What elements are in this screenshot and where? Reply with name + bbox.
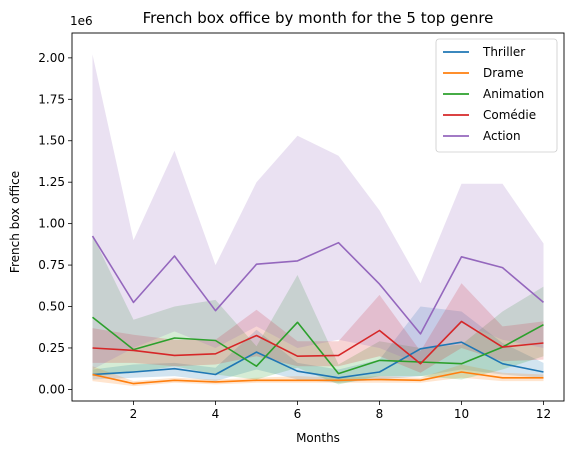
confidence-bands (92, 54, 544, 387)
y-tick-label: 1.25 (38, 175, 65, 189)
y-axis-offset-label: 1e6 (70, 14, 93, 28)
y-axis-ticks: 0.00 0.25 0.50 0.75 1.00 1.25 1.50 1.75 2.00 (38, 51, 72, 396)
series-line-comedie (92, 320, 544, 365)
series-line-animation (92, 316, 544, 375)
y-axis-label: French box office (8, 171, 22, 273)
x-tick-label: 12 (536, 407, 551, 421)
legend-box (435, 38, 558, 153)
legend-label-animation: Animation (483, 87, 544, 101)
plot-frame (71, 32, 565, 402)
chart-title: French box office by month for the 5 top… (143, 9, 494, 27)
ci-band-comedie (92, 283, 544, 373)
y-tick-label: 2.00 (38, 51, 65, 65)
series-line-thriller (92, 341, 544, 379)
x-tick-label: 2 (130, 407, 138, 421)
series-lines (91, 235, 545, 385)
legend-label-comedie: Comédie (483, 108, 536, 122)
series-line-drame (92, 371, 544, 385)
legend: Thriller Drame Animation Comédie Action (435, 38, 558, 153)
legend-label-drame: Drame (483, 66, 524, 80)
x-tick-label: 8 (376, 407, 384, 421)
ci-band-action (92, 54, 544, 370)
legend-label-thriller: Thriller (482, 45, 525, 59)
x-tick-label: 6 (294, 407, 302, 421)
ci-band-animation (92, 235, 544, 385)
y-tick-label: 0.25 (38, 341, 65, 355)
ci-band-thriller (92, 306, 544, 383)
x-axis-ticks: 2 4 6 8 10 12 (130, 401, 551, 421)
x-axis-label: Months (296, 431, 340, 445)
y-tick-label: 1.00 (38, 217, 65, 231)
y-tick-label: 0.00 (38, 382, 65, 396)
y-tick-label: 1.50 (38, 134, 65, 148)
y-tick-label: 0.75 (38, 258, 65, 272)
x-tick-label: 4 (212, 407, 220, 421)
x-tick-label: 10 (454, 407, 469, 421)
legend-label-action: Action (483, 129, 521, 143)
y-tick-label: 1.75 (38, 92, 65, 106)
y-tick-label: 0.50 (38, 300, 65, 314)
series-line-action (91, 235, 545, 335)
